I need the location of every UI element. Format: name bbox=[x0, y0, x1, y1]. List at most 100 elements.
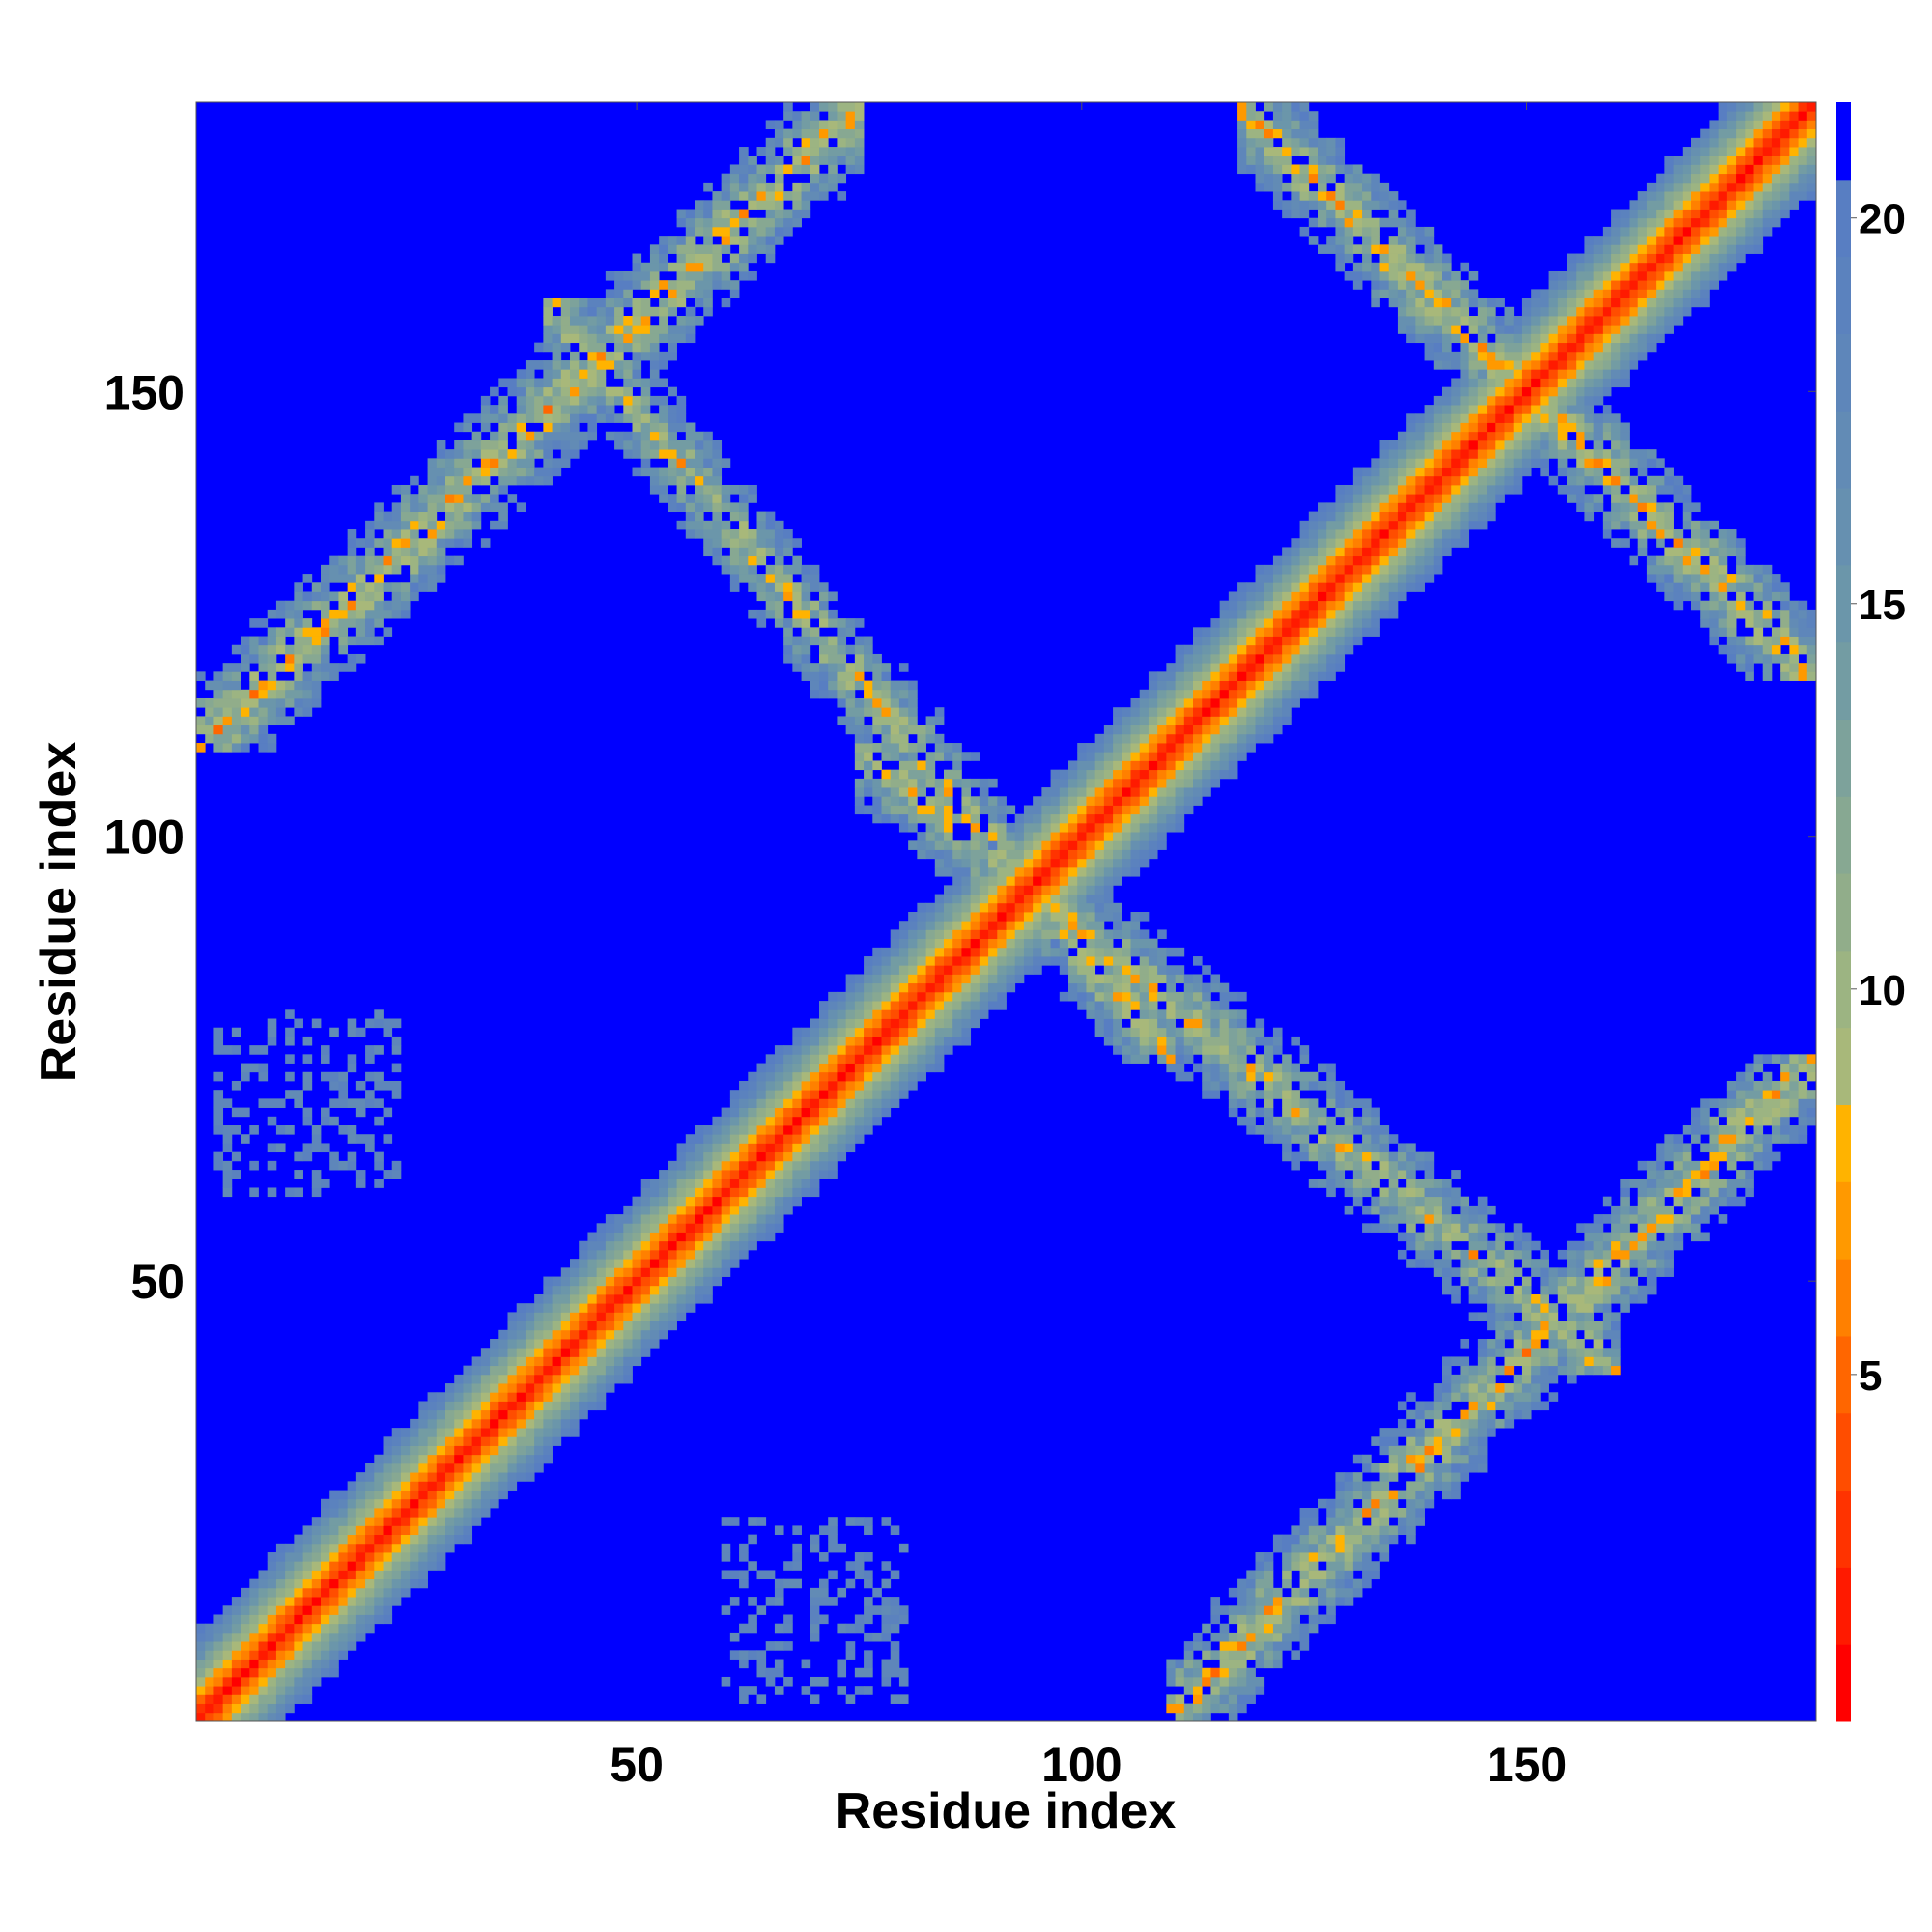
heatmap-cell bbox=[1219, 1667, 1230, 1678]
heatmap-cell bbox=[1210, 1605, 1230, 1615]
heatmap-cell bbox=[249, 1694, 259, 1704]
heatmap-cell bbox=[1264, 1614, 1283, 1625]
heatmap-cell bbox=[854, 743, 873, 753]
heatmap-cell bbox=[1521, 1303, 1532, 1313]
heatmap-cell bbox=[1531, 1392, 1541, 1402]
heatmap-cell bbox=[934, 733, 945, 744]
heatmap-cell bbox=[1246, 1027, 1265, 1037]
heatmap-cell bbox=[828, 1001, 838, 1010]
heatmap-cell bbox=[748, 1214, 757, 1224]
heatmap-cell bbox=[1656, 1249, 1665, 1260]
heatmap-cell bbox=[275, 1659, 286, 1669]
heatmap-cell bbox=[1193, 689, 1203, 699]
heatmap-cell bbox=[1228, 1018, 1238, 1029]
heatmap-cell bbox=[579, 1348, 588, 1357]
heatmap-cell bbox=[347, 1632, 357, 1642]
heatmap-cell bbox=[1736, 547, 1746, 557]
heatmap-cell bbox=[1175, 805, 1185, 815]
heatmap-cell bbox=[1237, 1694, 1256, 1704]
heatmap-cell bbox=[1682, 1125, 1692, 1135]
heatmap-cell bbox=[1103, 1001, 1114, 1010]
heatmap-cell bbox=[872, 760, 882, 771]
heatmap-cell bbox=[1611, 1267, 1621, 1277]
heatmap-cell bbox=[774, 555, 784, 566]
heatmap-cell bbox=[1620, 1214, 1630, 1224]
heatmap-cell bbox=[1451, 1490, 1461, 1500]
heatmap-cell bbox=[463, 1454, 473, 1464]
heatmap-cell bbox=[596, 1356, 607, 1367]
heatmap-cell bbox=[845, 1027, 856, 1037]
heatmap-cell bbox=[1789, 1090, 1799, 1099]
heatmap-cell bbox=[1424, 1436, 1435, 1446]
heatmap-cell bbox=[1406, 1409, 1416, 1420]
heatmap-cell bbox=[1664, 1249, 1674, 1260]
heatmap-cell bbox=[944, 885, 953, 895]
heatmap-cell bbox=[890, 1623, 900, 1634]
heatmap-cell bbox=[792, 1170, 811, 1179]
heatmap-cell bbox=[1352, 547, 1363, 557]
heatmap-cell bbox=[703, 1170, 713, 1179]
heatmap-cell bbox=[864, 982, 873, 993]
heatmap-cell bbox=[934, 787, 945, 797]
heatmap-cell bbox=[347, 1018, 357, 1029]
heatmap-cell bbox=[1673, 1143, 1684, 1153]
heatmap-cell bbox=[213, 1641, 224, 1651]
heatmap-cell bbox=[1237, 663, 1247, 672]
heatmap-cell bbox=[1202, 697, 1211, 708]
heatmap-cell bbox=[570, 1409, 580, 1420]
heatmap-cell bbox=[1700, 1160, 1710, 1171]
heatmap-cell bbox=[1753, 618, 1764, 628]
heatmap-cell bbox=[1139, 733, 1150, 744]
heatmap-cell bbox=[1335, 1160, 1346, 1171]
heatmap-cell bbox=[1682, 582, 1692, 592]
heatmap-cell bbox=[1255, 716, 1265, 726]
heatmap-cell bbox=[925, 752, 936, 761]
heatmap-cell bbox=[231, 1614, 242, 1625]
heatmap-cell bbox=[400, 1534, 411, 1545]
heatmap-cell bbox=[1219, 609, 1238, 619]
heatmap-cell bbox=[748, 547, 757, 557]
heatmap-cell bbox=[267, 680, 277, 691]
heatmap-cell bbox=[1415, 574, 1425, 583]
heatmap-cell bbox=[445, 1472, 455, 1482]
heatmap-cell bbox=[934, 902, 945, 913]
heatmap-cell bbox=[1308, 636, 1319, 646]
heatmap-cell bbox=[436, 1552, 446, 1562]
heatmap-cell bbox=[1246, 1676, 1265, 1687]
heatmap-cell bbox=[249, 1686, 259, 1695]
heatmap-cell bbox=[1762, 671, 1773, 681]
heatmap-cell bbox=[1023, 840, 1034, 850]
heatmap-cell bbox=[676, 1214, 687, 1224]
heatmap-cell bbox=[410, 1534, 419, 1545]
heatmap-cell bbox=[614, 1356, 624, 1367]
heatmap-cell bbox=[952, 921, 962, 930]
heatmap-cell bbox=[845, 974, 856, 984]
heatmap-cell bbox=[1272, 609, 1283, 619]
heatmap-cell bbox=[436, 1525, 446, 1536]
heatmap-cell bbox=[881, 733, 892, 744]
heatmap-cell bbox=[490, 520, 508, 530]
heatmap-cell bbox=[1130, 974, 1141, 984]
heatmap-cell bbox=[881, 1071, 892, 1082]
heatmap-cell bbox=[1521, 1409, 1532, 1420]
heatmap-cell bbox=[347, 1507, 357, 1518]
heatmap-cell bbox=[454, 538, 464, 548]
heatmap-cell bbox=[783, 1623, 793, 1634]
heatmap-cell bbox=[1726, 618, 1737, 628]
heatmap-cell bbox=[1291, 1151, 1300, 1162]
heatmap-cell bbox=[1139, 787, 1150, 797]
heatmap-cell bbox=[1326, 1552, 1336, 1562]
heatmap-cell bbox=[1282, 1570, 1292, 1580]
heatmap-cell bbox=[365, 1587, 375, 1598]
heatmap-cell bbox=[1468, 1436, 1479, 1446]
heatmap-cell bbox=[1415, 1454, 1425, 1464]
heatmap-cell bbox=[1130, 1027, 1141, 1037]
heatmap-cell bbox=[1255, 724, 1265, 735]
heatmap-cell bbox=[944, 956, 953, 966]
heatmap-cell bbox=[355, 1614, 366, 1625]
heatmap-cell bbox=[1736, 1134, 1746, 1144]
heatmap-cell bbox=[1193, 982, 1203, 993]
heatmap-cell bbox=[721, 1223, 731, 1233]
heatmap-cell bbox=[1745, 1179, 1754, 1188]
heatmap-cell bbox=[241, 743, 250, 753]
